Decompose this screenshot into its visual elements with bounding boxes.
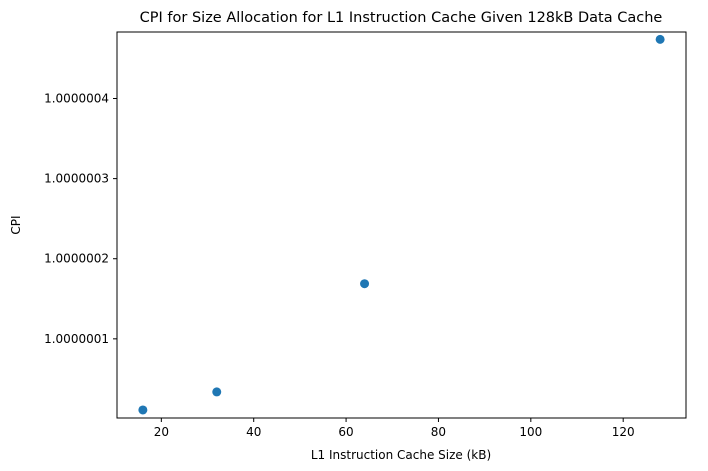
x-tick-label: 20 — [154, 425, 169, 439]
y-tick-label: 1.0000004 — [44, 91, 109, 105]
point — [655, 34, 665, 44]
y-tick-label: 1.0000001 — [44, 332, 109, 346]
point — [138, 405, 148, 415]
x-tick-label: 40 — [246, 425, 261, 439]
x-tick-label: 120 — [612, 425, 635, 439]
x-axis-label: L1 Instruction Cache Size (kB) — [311, 448, 491, 462]
chart-title: CPI for Size Allocation for L1 Instructi… — [140, 10, 663, 26]
x-tick-label: 60 — [338, 425, 353, 439]
plot-frame — [116, 31, 687, 419]
y-tick-label: 1.0000002 — [44, 252, 109, 266]
point — [360, 279, 370, 289]
x-tick-label: 80 — [431, 425, 446, 439]
point — [212, 387, 222, 397]
y-axis-label: CPI — [9, 215, 23, 234]
y-tick-label: 1.0000003 — [44, 172, 109, 186]
x-tick-label: 100 — [519, 425, 542, 439]
